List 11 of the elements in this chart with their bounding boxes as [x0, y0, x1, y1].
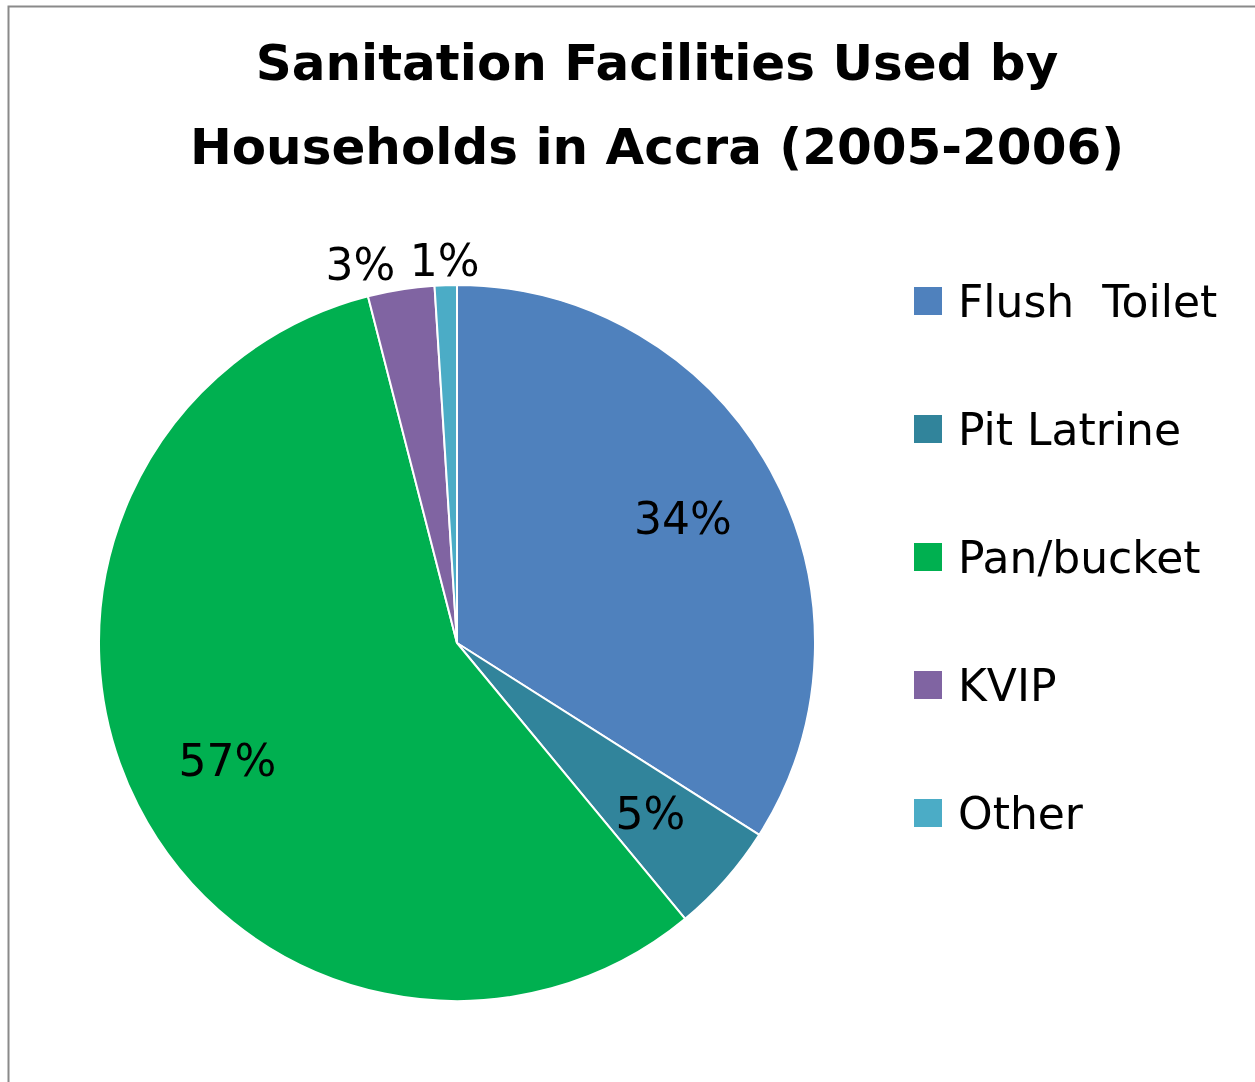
data-label: 5%	[615, 787, 686, 839]
legend-label: Other	[958, 787, 1084, 839]
legend-label: KVIP	[958, 659, 1057, 711]
data-label: 34%	[633, 493, 732, 545]
legend-label: Pan/bucket	[958, 531, 1201, 583]
data-label: 3%	[325, 239, 396, 291]
data-label: 57%	[178, 734, 277, 786]
legend-label: Pit Latrine	[958, 403, 1182, 455]
legend-label: Flush Toilet	[958, 275, 1218, 327]
chart-title: Sanitation Facilities Used by Households in Accra (2005-2006)	[189, 34, 1125, 176]
data-label: 1%	[409, 234, 480, 286]
